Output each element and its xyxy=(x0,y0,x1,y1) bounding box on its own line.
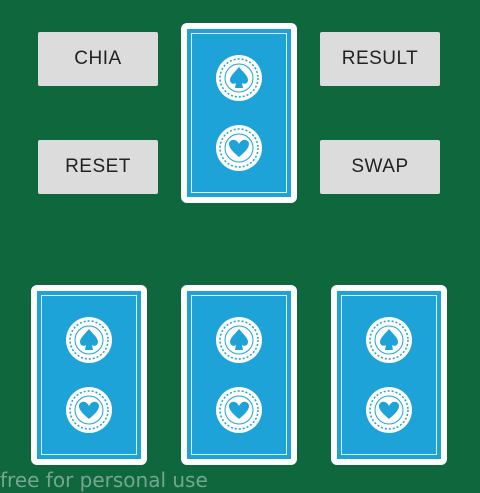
swap-button[interactable]: SWAP xyxy=(320,140,440,194)
spade-emblem-icon xyxy=(214,53,264,103)
reset-button[interactable]: RESET xyxy=(38,140,158,194)
heart-emblem-icon xyxy=(214,123,264,173)
heart-emblem-icon xyxy=(64,385,114,435)
card-middle[interactable] xyxy=(181,285,297,465)
spade-emblem-icon xyxy=(214,315,264,365)
heart-emblem-icon xyxy=(364,385,414,435)
chia-button[interactable]: CHIA xyxy=(38,32,158,86)
watermark-text: free for personal use xyxy=(0,468,208,492)
card-left[interactable] xyxy=(31,285,147,465)
spade-emblem-icon xyxy=(64,315,114,365)
spade-emblem-icon xyxy=(364,315,414,365)
card-back xyxy=(187,291,291,459)
card-top[interactable] xyxy=(181,23,297,203)
result-button[interactable]: RESULT xyxy=(320,32,440,86)
card-back xyxy=(37,291,141,459)
card-right[interactable] xyxy=(331,285,447,465)
heart-emblem-icon xyxy=(214,385,264,435)
card-back xyxy=(187,29,291,197)
card-back xyxy=(337,291,441,459)
